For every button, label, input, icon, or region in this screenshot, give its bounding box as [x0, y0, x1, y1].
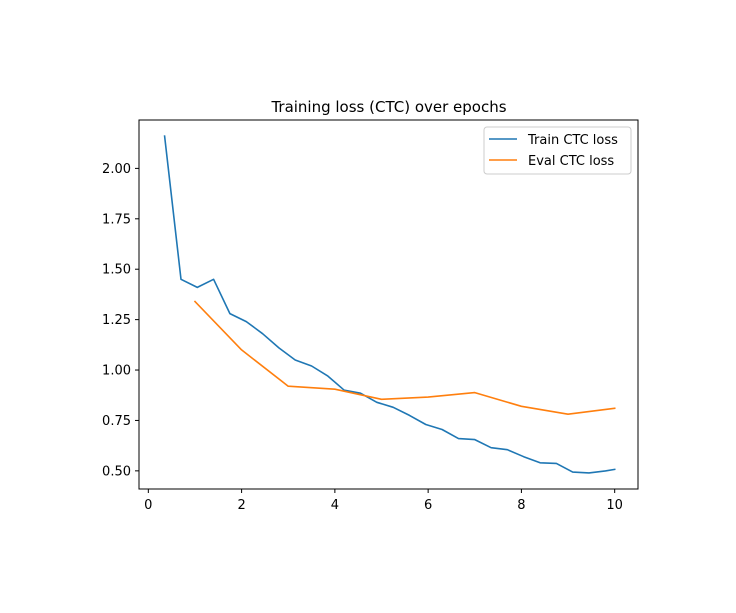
x-tick-label: 6 [424, 498, 432, 513]
y-tick-label: 1.75 [102, 212, 131, 227]
chart-title: Training loss (CTC) over epochs [270, 98, 506, 116]
legend-label: Eval CTC loss [528, 154, 614, 169]
x-tick-label: 0 [144, 498, 152, 513]
y-tick-label: 1.00 [102, 364, 131, 379]
x-tick-label: 2 [237, 498, 245, 513]
series-line-eval [193, 300, 616, 416]
y-tick-label: 1.50 [102, 263, 131, 278]
x-tick-label: 4 [331, 498, 339, 513]
series-line-train [163, 135, 616, 474]
legend: Train CTC loss Eval CTC loss [483, 126, 632, 175]
x-tick-label: 8 [517, 498, 525, 513]
legend-label: Train CTC loss [527, 133, 618, 148]
y-tick-label: 0.75 [102, 414, 131, 429]
x-tick-label: 10 [606, 498, 623, 513]
plot-frame [138, 119, 639, 490]
y-tick-label: 2.00 [102, 162, 131, 177]
y-tick-label: 1.25 [102, 313, 131, 328]
y-tick-label: 0.50 [102, 464, 131, 479]
legend-box [483, 126, 632, 175]
